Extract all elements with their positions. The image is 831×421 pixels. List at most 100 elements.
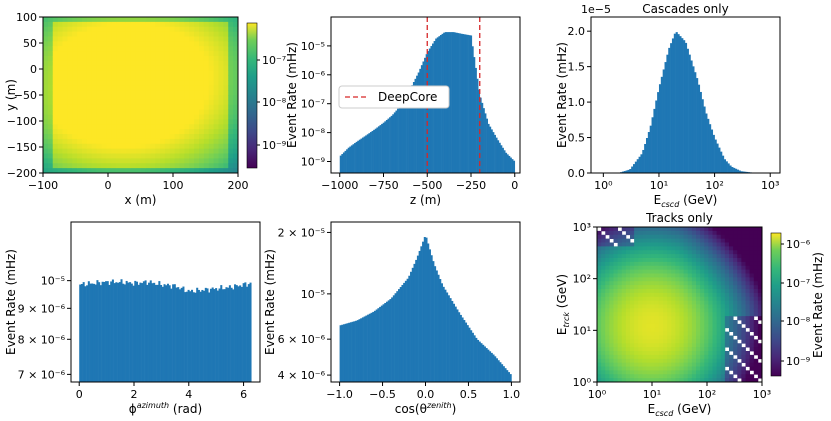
xy-cell bbox=[72, 95, 78, 101]
tracks-cell bbox=[634, 238, 639, 243]
xy-cell bbox=[86, 99, 93, 106]
tracks-cell bbox=[663, 312, 668, 317]
xy-cell bbox=[125, 36, 132, 42]
tracks-cell bbox=[687, 289, 693, 294]
tracks-cell bbox=[638, 327, 643, 333]
xy-cell bbox=[72, 70, 78, 76]
tracks-cell bbox=[638, 273, 643, 278]
xy-cell bbox=[130, 31, 137, 37]
tracks-cell bbox=[617, 339, 623, 344]
z-legend-box bbox=[338, 85, 450, 109]
tracks-ytick-label: 10³ bbox=[573, 221, 591, 234]
xy-cell bbox=[121, 124, 127, 130]
tracks-cell bbox=[700, 261, 705, 267]
tracks-cell bbox=[679, 316, 685, 321]
xy-cell bbox=[125, 119, 132, 125]
xy-cell bbox=[52, 41, 59, 47]
tracks-cell bbox=[683, 296, 689, 302]
xy-cell bbox=[228, 168, 234, 174]
tracks-cell bbox=[605, 354, 610, 360]
xy-cell bbox=[208, 148, 215, 154]
xy-cell bbox=[140, 51, 146, 57]
tracks-cell bbox=[634, 258, 639, 263]
xy-cell bbox=[160, 138, 166, 145]
tracks-cell bbox=[700, 308, 705, 313]
tracks-cell bbox=[720, 331, 726, 336]
xy-cell bbox=[145, 26, 151, 33]
tracks-cell bbox=[613, 366, 619, 371]
tracks-cell bbox=[658, 258, 664, 263]
tracks-cell bbox=[753, 242, 759, 247]
xy-cell bbox=[101, 114, 107, 120]
tracks-cell bbox=[745, 265, 751, 271]
tracks-cell bbox=[708, 343, 713, 348]
cos-xtick-label: −0.5 bbox=[369, 388, 396, 401]
tracks-cell bbox=[679, 227, 685, 232]
xy-cell bbox=[67, 70, 73, 76]
tracks-cell bbox=[687, 378, 693, 383]
tracks-cell bbox=[691, 300, 697, 305]
tracks-cell bbox=[700, 292, 705, 298]
tracks-cell bbox=[630, 258, 635, 263]
cos-bar bbox=[356, 320, 359, 382]
tracks-cell bbox=[679, 289, 685, 294]
tracks-cell bbox=[646, 300, 652, 305]
tracks-cell bbox=[646, 289, 652, 294]
xy-cell bbox=[164, 148, 171, 154]
tracks-cell bbox=[733, 366, 738, 371]
tracks-cell bbox=[757, 351, 763, 356]
tracks-cell bbox=[625, 296, 631, 302]
xy-cell bbox=[218, 119, 224, 125]
phi-ytick-label: 7 × 10⁻⁶ bbox=[18, 368, 66, 381]
xy-cell bbox=[111, 104, 117, 111]
z-bar bbox=[404, 96, 407, 173]
tracks-cell bbox=[605, 292, 610, 298]
xy-cell bbox=[213, 168, 219, 174]
xy-cell bbox=[174, 60, 180, 67]
cos-bar bbox=[372, 311, 375, 382]
tracks-cell bbox=[621, 254, 627, 259]
tracks-cell bbox=[753, 308, 759, 313]
tracks-cell bbox=[733, 378, 738, 383]
xy-cell bbox=[213, 129, 219, 135]
xy-ytick-label: 0 bbox=[30, 63, 37, 76]
tracks-cell bbox=[745, 292, 751, 298]
xy-cell bbox=[145, 163, 151, 169]
xy-cell bbox=[121, 104, 127, 111]
xy-cell bbox=[52, 75, 59, 81]
tracks-cell bbox=[671, 312, 676, 317]
tracks-cell bbox=[729, 354, 734, 360]
tracks-cell bbox=[675, 281, 680, 286]
xy-cell bbox=[155, 17, 161, 23]
tracks-cell bbox=[716, 258, 722, 263]
tracks-cell bbox=[597, 323, 602, 329]
xy-cell bbox=[57, 26, 63, 33]
tracks-cell bbox=[658, 327, 664, 333]
tracks-cell bbox=[679, 327, 685, 333]
tracks-cell bbox=[638, 281, 643, 286]
tracks-cell bbox=[753, 339, 759, 344]
ecscd-bar bbox=[725, 161, 728, 173]
tracks-cell bbox=[675, 335, 680, 340]
xy-cell bbox=[101, 51, 107, 57]
xy-cell bbox=[184, 119, 190, 125]
xy-cell bbox=[111, 143, 117, 150]
tracks-cell bbox=[737, 343, 742, 348]
tracks-cell bbox=[658, 227, 664, 232]
z-bar bbox=[389, 117, 391, 173]
xy-cell bbox=[96, 143, 102, 150]
z-bar bbox=[373, 129, 376, 173]
tracks-cell bbox=[597, 246, 602, 251]
tracks-cell bbox=[737, 300, 742, 305]
xy-cell bbox=[208, 26, 215, 33]
tracks-cell bbox=[634, 246, 639, 251]
xy-cell bbox=[164, 56, 171, 62]
cos-bar bbox=[394, 293, 397, 382]
cos-bar bbox=[389, 299, 392, 382]
tracks-cell bbox=[642, 292, 647, 298]
tracks-cell bbox=[613, 285, 619, 290]
xy-cell bbox=[179, 70, 185, 76]
tracks-cell bbox=[757, 281, 763, 286]
tracks-cell bbox=[663, 285, 668, 290]
xy-cell bbox=[82, 99, 88, 106]
